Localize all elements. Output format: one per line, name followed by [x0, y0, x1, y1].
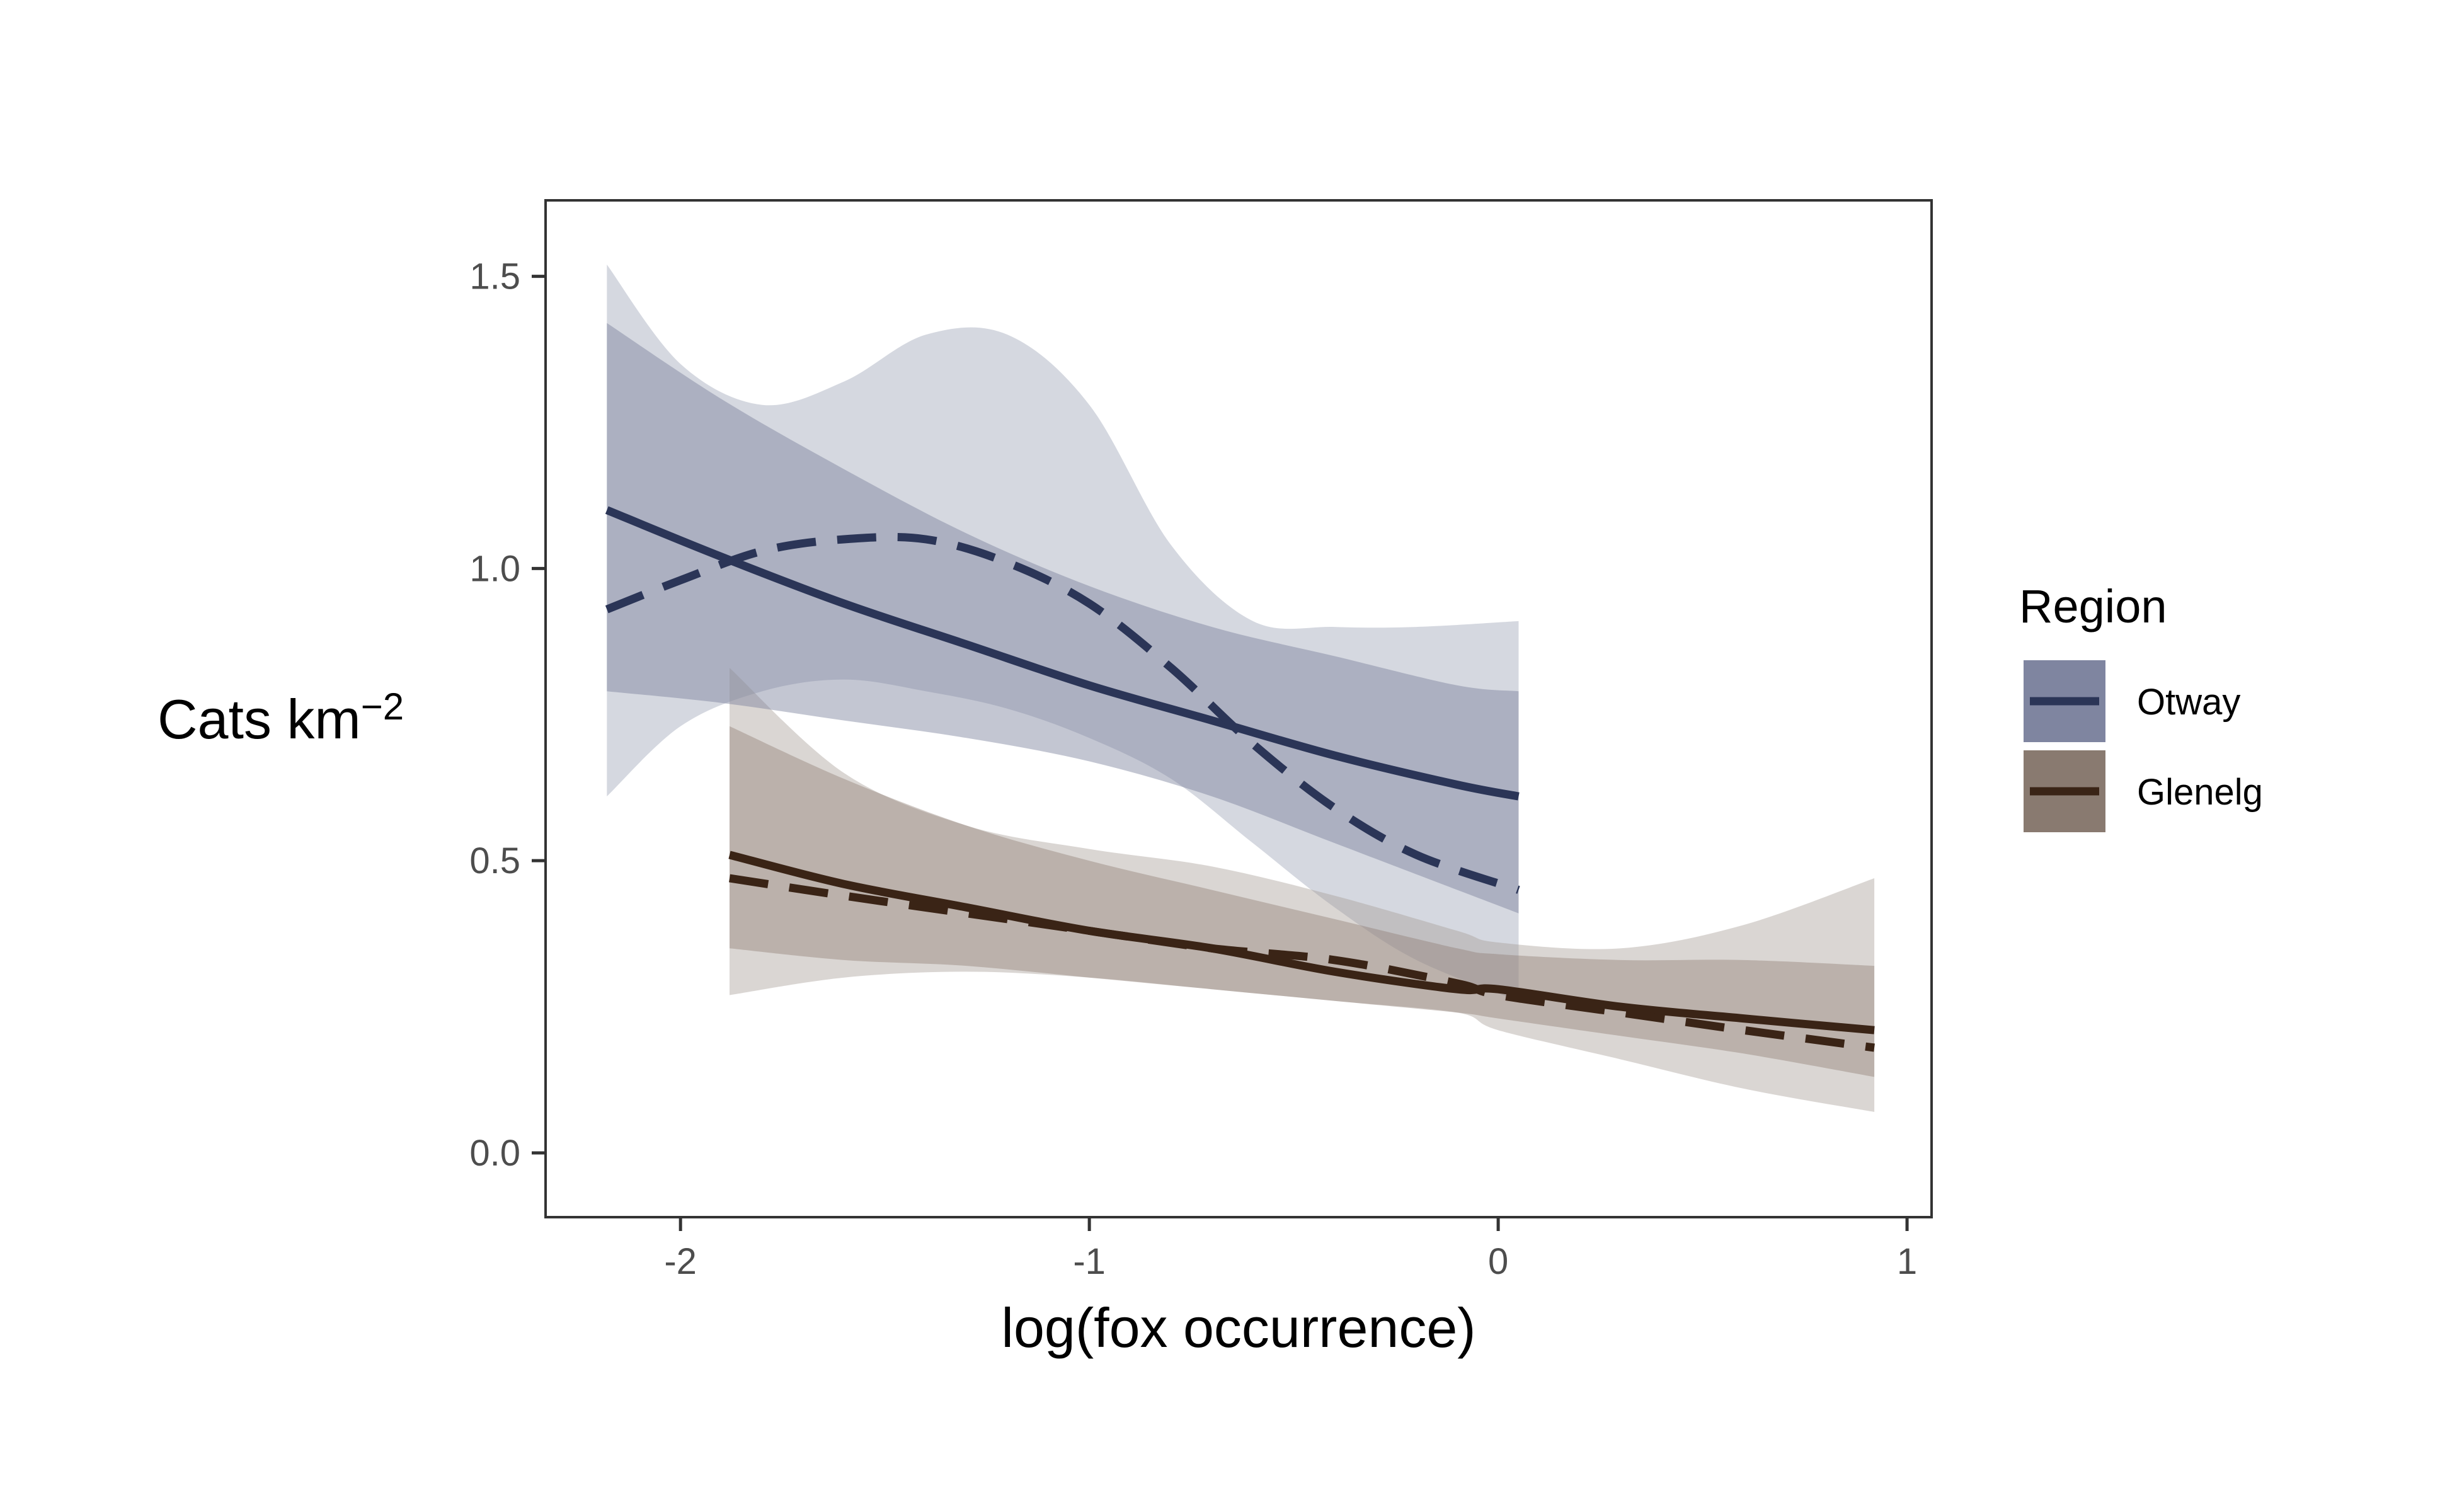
- line-otway-dashed: [605, 532, 1520, 894]
- x-tick-label: -2: [664, 1241, 697, 1282]
- x-tick-label: -1: [1073, 1241, 1106, 1282]
- fitted-lines: [605, 506, 1875, 1052]
- y-tick-label: 1.5: [469, 256, 520, 297]
- band-otway-dashed: [607, 265, 1519, 1001]
- x-axis-title: log(fox occurrence): [1001, 1297, 1475, 1359]
- y-tick-label: 0.5: [469, 840, 520, 881]
- axes: 0.0 0.5 1.0 1.5 -2 -1 0 1: [469, 256, 1917, 1282]
- legend-label: Glenelg: [2137, 772, 2263, 813]
- x-tick-label: 0: [1488, 1241, 1508, 1282]
- line-otway-solid: [605, 506, 1520, 801]
- band-otway-solid: [607, 323, 1519, 914]
- line-glenelg-solid: [728, 850, 1875, 1034]
- legend-item-glenelg: Glenelg: [2024, 750, 2263, 832]
- y-tick-label: 1.0: [469, 548, 520, 589]
- y-axis-title: Cats km−2: [158, 685, 404, 750]
- y-axis-title-superscript: −2: [361, 685, 404, 728]
- y-axis-title-main: Cats km: [158, 688, 361, 750]
- line-glenelg-dashed: [729, 874, 1875, 1052]
- legend-item-otway: Otway: [2024, 660, 2240, 742]
- plot-panel-border: [544, 199, 1933, 1218]
- legend-title: Region: [2019, 580, 2167, 633]
- x-tick-label: 1: [1897, 1241, 1917, 1282]
- legend: Region Otway Glenelg: [2019, 580, 2263, 832]
- band-glenelg-solid: [730, 726, 1875, 1077]
- legend-label: Otway: [2137, 682, 2240, 723]
- y-tick-label: 0.0: [469, 1133, 520, 1174]
